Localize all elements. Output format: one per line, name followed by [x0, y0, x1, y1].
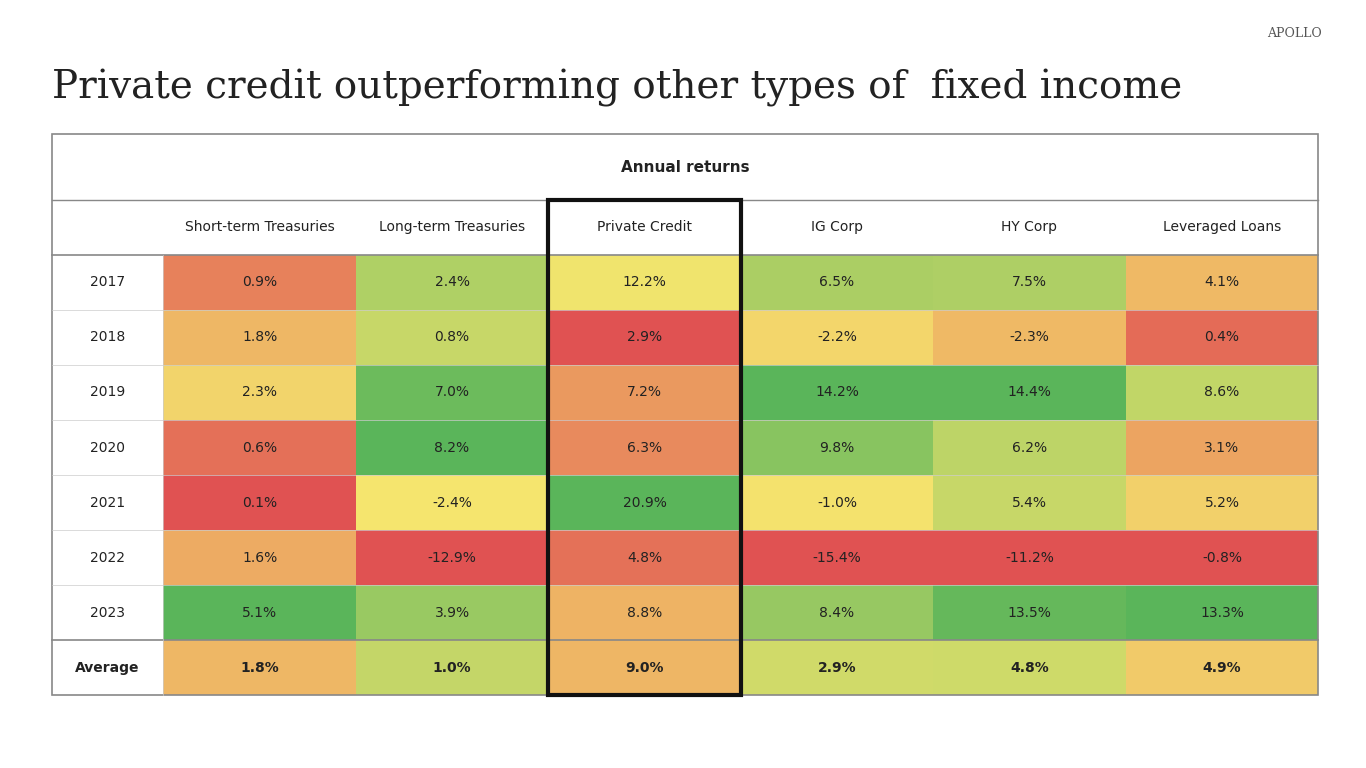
Text: 0.9%: 0.9%	[242, 276, 277, 290]
Text: 7.5%: 7.5%	[1012, 276, 1046, 290]
Text: 12.2%: 12.2%	[623, 276, 667, 290]
Text: Leveraged Loans: Leveraged Loans	[1162, 220, 1281, 234]
Text: 7.2%: 7.2%	[627, 386, 663, 399]
Text: 2022: 2022	[90, 551, 126, 564]
Text: 0.6%: 0.6%	[242, 441, 277, 455]
Text: 4.8%: 4.8%	[627, 551, 663, 564]
Text: Long-term Treasuries: Long-term Treasuries	[378, 220, 525, 234]
Text: 4.1%: 4.1%	[1205, 276, 1239, 290]
Text: 20.9%: 20.9%	[623, 495, 667, 509]
Text: Annual returns: Annual returns	[620, 160, 750, 174]
Text: 14.2%: 14.2%	[816, 386, 859, 399]
Text: 5.4%: 5.4%	[1012, 495, 1046, 509]
Text: 1.8%: 1.8%	[242, 330, 277, 345]
Text: 5.2%: 5.2%	[1205, 495, 1239, 509]
Text: 3.9%: 3.9%	[434, 605, 470, 620]
Text: 8.8%: 8.8%	[627, 605, 663, 620]
Text: 2017: 2017	[90, 276, 126, 290]
Text: IG Corp: IG Corp	[811, 220, 863, 234]
Text: 14.4%: 14.4%	[1008, 386, 1052, 399]
Text: 0.8%: 0.8%	[434, 330, 470, 345]
Text: 13.5%: 13.5%	[1008, 605, 1052, 620]
Text: -1.0%: -1.0%	[817, 495, 856, 509]
Text: 9.0%: 9.0%	[626, 660, 664, 674]
Text: 2021: 2021	[90, 495, 126, 509]
Text: 1.6%: 1.6%	[242, 551, 277, 564]
Text: 4.9%: 4.9%	[1202, 660, 1242, 674]
Text: 0.1%: 0.1%	[242, 495, 277, 509]
Text: APOLLO: APOLLO	[1268, 27, 1322, 40]
Text: 8.2%: 8.2%	[434, 441, 470, 455]
Text: 6.5%: 6.5%	[820, 276, 855, 290]
Text: 5.1%: 5.1%	[242, 605, 277, 620]
Text: 1.8%: 1.8%	[240, 660, 279, 674]
Text: -0.8%: -0.8%	[1202, 551, 1242, 564]
Text: 3.1%: 3.1%	[1205, 441, 1239, 455]
Text: -12.9%: -12.9%	[428, 551, 477, 564]
Text: 6.2%: 6.2%	[1012, 441, 1048, 455]
Text: Private credit outperforming other types of  fixed income: Private credit outperforming other types…	[52, 69, 1182, 107]
Text: 2.9%: 2.9%	[818, 660, 856, 674]
Text: 13.3%: 13.3%	[1199, 605, 1244, 620]
Text: -2.4%: -2.4%	[432, 495, 473, 509]
Text: 8.6%: 8.6%	[1205, 386, 1239, 399]
Text: 2018: 2018	[90, 330, 126, 345]
Text: -2.3%: -2.3%	[1009, 330, 1049, 345]
Text: 1.0%: 1.0%	[433, 660, 471, 674]
Text: 9.8%: 9.8%	[820, 441, 855, 455]
Text: -11.2%: -11.2%	[1005, 551, 1055, 564]
Text: 2.9%: 2.9%	[627, 330, 663, 345]
Text: 8.4%: 8.4%	[820, 605, 855, 620]
Text: -2.2%: -2.2%	[817, 330, 856, 345]
Text: Short-term Treasuries: Short-term Treasuries	[184, 220, 335, 234]
Text: 2023: 2023	[90, 605, 126, 620]
Text: 2.3%: 2.3%	[242, 386, 277, 399]
Text: 2020: 2020	[90, 441, 126, 455]
Text: Private Credit: Private Credit	[597, 220, 693, 234]
Text: -15.4%: -15.4%	[813, 551, 862, 564]
Text: 2019: 2019	[90, 386, 126, 399]
Text: 0.4%: 0.4%	[1205, 330, 1239, 345]
Text: 4.8%: 4.8%	[1009, 660, 1049, 674]
Text: 7.0%: 7.0%	[434, 386, 470, 399]
Text: 2.4%: 2.4%	[434, 276, 470, 290]
Text: 6.3%: 6.3%	[627, 441, 663, 455]
Text: HY Corp: HY Corp	[1001, 220, 1057, 234]
Text: Average: Average	[75, 660, 139, 674]
